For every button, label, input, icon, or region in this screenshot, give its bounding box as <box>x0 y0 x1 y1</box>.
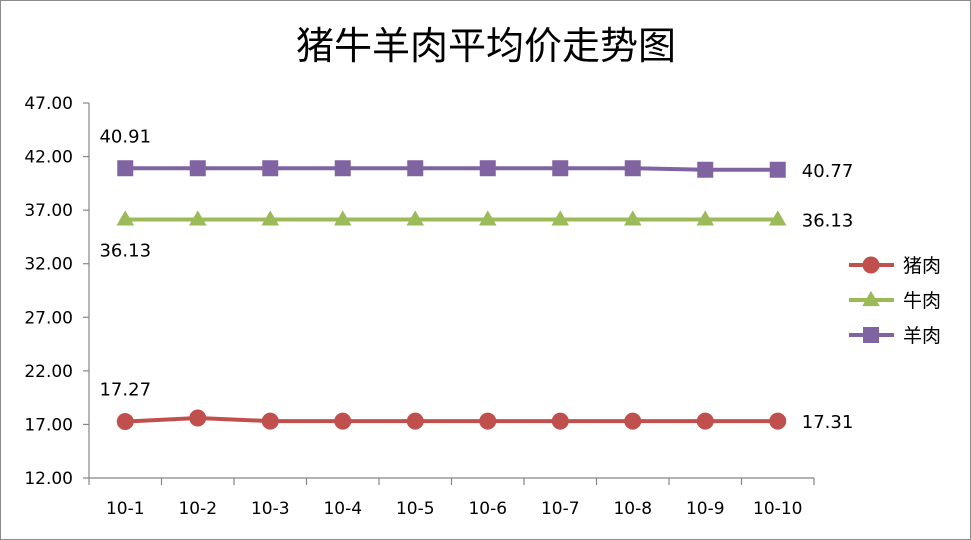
data-point <box>479 412 497 430</box>
x-tick-label: 10-6 <box>468 499 507 519</box>
data-point <box>117 160 134 177</box>
data-point <box>188 210 207 226</box>
y-tick-label: 37.00 <box>24 201 73 221</box>
y-tick-label: 27.00 <box>24 308 73 328</box>
plot-area <box>116 160 787 431</box>
data-point <box>768 210 787 226</box>
legend-label: 牛肉 <box>903 290 941 312</box>
data-labels: 17.27 17.31 36.13 36.13 40.91 40.77 <box>99 126 853 433</box>
series-羊肉 <box>117 160 786 178</box>
x-tick-label: 10-1 <box>106 499 145 519</box>
x-tick-label: 10-2 <box>178 499 217 519</box>
legend-label: 羊肉 <box>903 325 941 347</box>
data-point <box>189 160 206 177</box>
data-label: 36.13 <box>802 210 854 231</box>
data-point <box>769 161 786 178</box>
data-point <box>478 210 497 226</box>
x-tick-label: 10-5 <box>396 499 435 519</box>
chart-title: 猪牛羊肉平均价走势图 <box>296 24 676 68</box>
data-point <box>479 160 496 177</box>
y-tick-label: 12.00 <box>24 469 73 489</box>
legend-marker <box>863 327 879 343</box>
series-line <box>125 416 778 424</box>
data-point <box>261 412 279 430</box>
series-牛肉 <box>116 210 787 226</box>
data-point <box>552 160 569 177</box>
data-label: 40.77 <box>802 161 854 182</box>
data-point <box>696 210 715 226</box>
series-line <box>125 166 778 172</box>
series-猪肉 <box>116 409 787 431</box>
legend-item-猪肉: 猪肉 <box>849 255 941 277</box>
data-point <box>116 413 134 431</box>
data-point <box>551 412 569 430</box>
data-point <box>334 412 352 430</box>
legend-item-牛肉: 牛肉 <box>849 290 941 312</box>
y-tick-label: 17.00 <box>24 415 73 435</box>
legend-item-羊肉: 羊肉 <box>849 325 941 347</box>
data-point <box>551 210 570 226</box>
x-tick-label: 10-3 <box>251 499 290 519</box>
x-tick-label: 10-8 <box>613 499 652 519</box>
legend-label: 猪肉 <box>903 255 941 277</box>
y-tick-label: 32.00 <box>24 255 73 275</box>
x-tick-label: 10-9 <box>686 499 725 519</box>
data-point <box>769 412 787 430</box>
data-label: 17.27 <box>99 380 151 401</box>
data-point <box>623 210 642 226</box>
data-point <box>334 160 351 177</box>
data-point <box>697 161 714 178</box>
y-tick-label: 22.00 <box>24 362 73 382</box>
x-tick-label: 10-10 <box>753 499 802 519</box>
data-point <box>624 412 642 430</box>
data-point <box>406 412 424 430</box>
data-label: 36.13 <box>99 240 151 261</box>
data-point <box>261 210 280 226</box>
x-tick-label: 10-4 <box>323 499 362 519</box>
data-point <box>406 210 425 226</box>
y-tick-label: 47.00 <box>24 94 73 114</box>
data-label: 17.31 <box>802 412 854 433</box>
x-tick-label: 10-7 <box>541 499 580 519</box>
data-point <box>189 409 207 427</box>
data-point <box>624 160 641 177</box>
legend-marker <box>862 256 880 274</box>
axes: 12.00 17.00 22.00 27.00 32.00 37.00 42.00 47.00… <box>24 94 815 519</box>
data-point <box>116 210 135 226</box>
data-point <box>407 160 424 177</box>
data-point <box>262 160 279 177</box>
y-tick-label: 42.00 <box>24 148 73 168</box>
legend-marker <box>862 290 880 307</box>
data-label: 40.91 <box>99 126 151 147</box>
data-point <box>696 412 714 430</box>
data-point <box>333 210 352 226</box>
